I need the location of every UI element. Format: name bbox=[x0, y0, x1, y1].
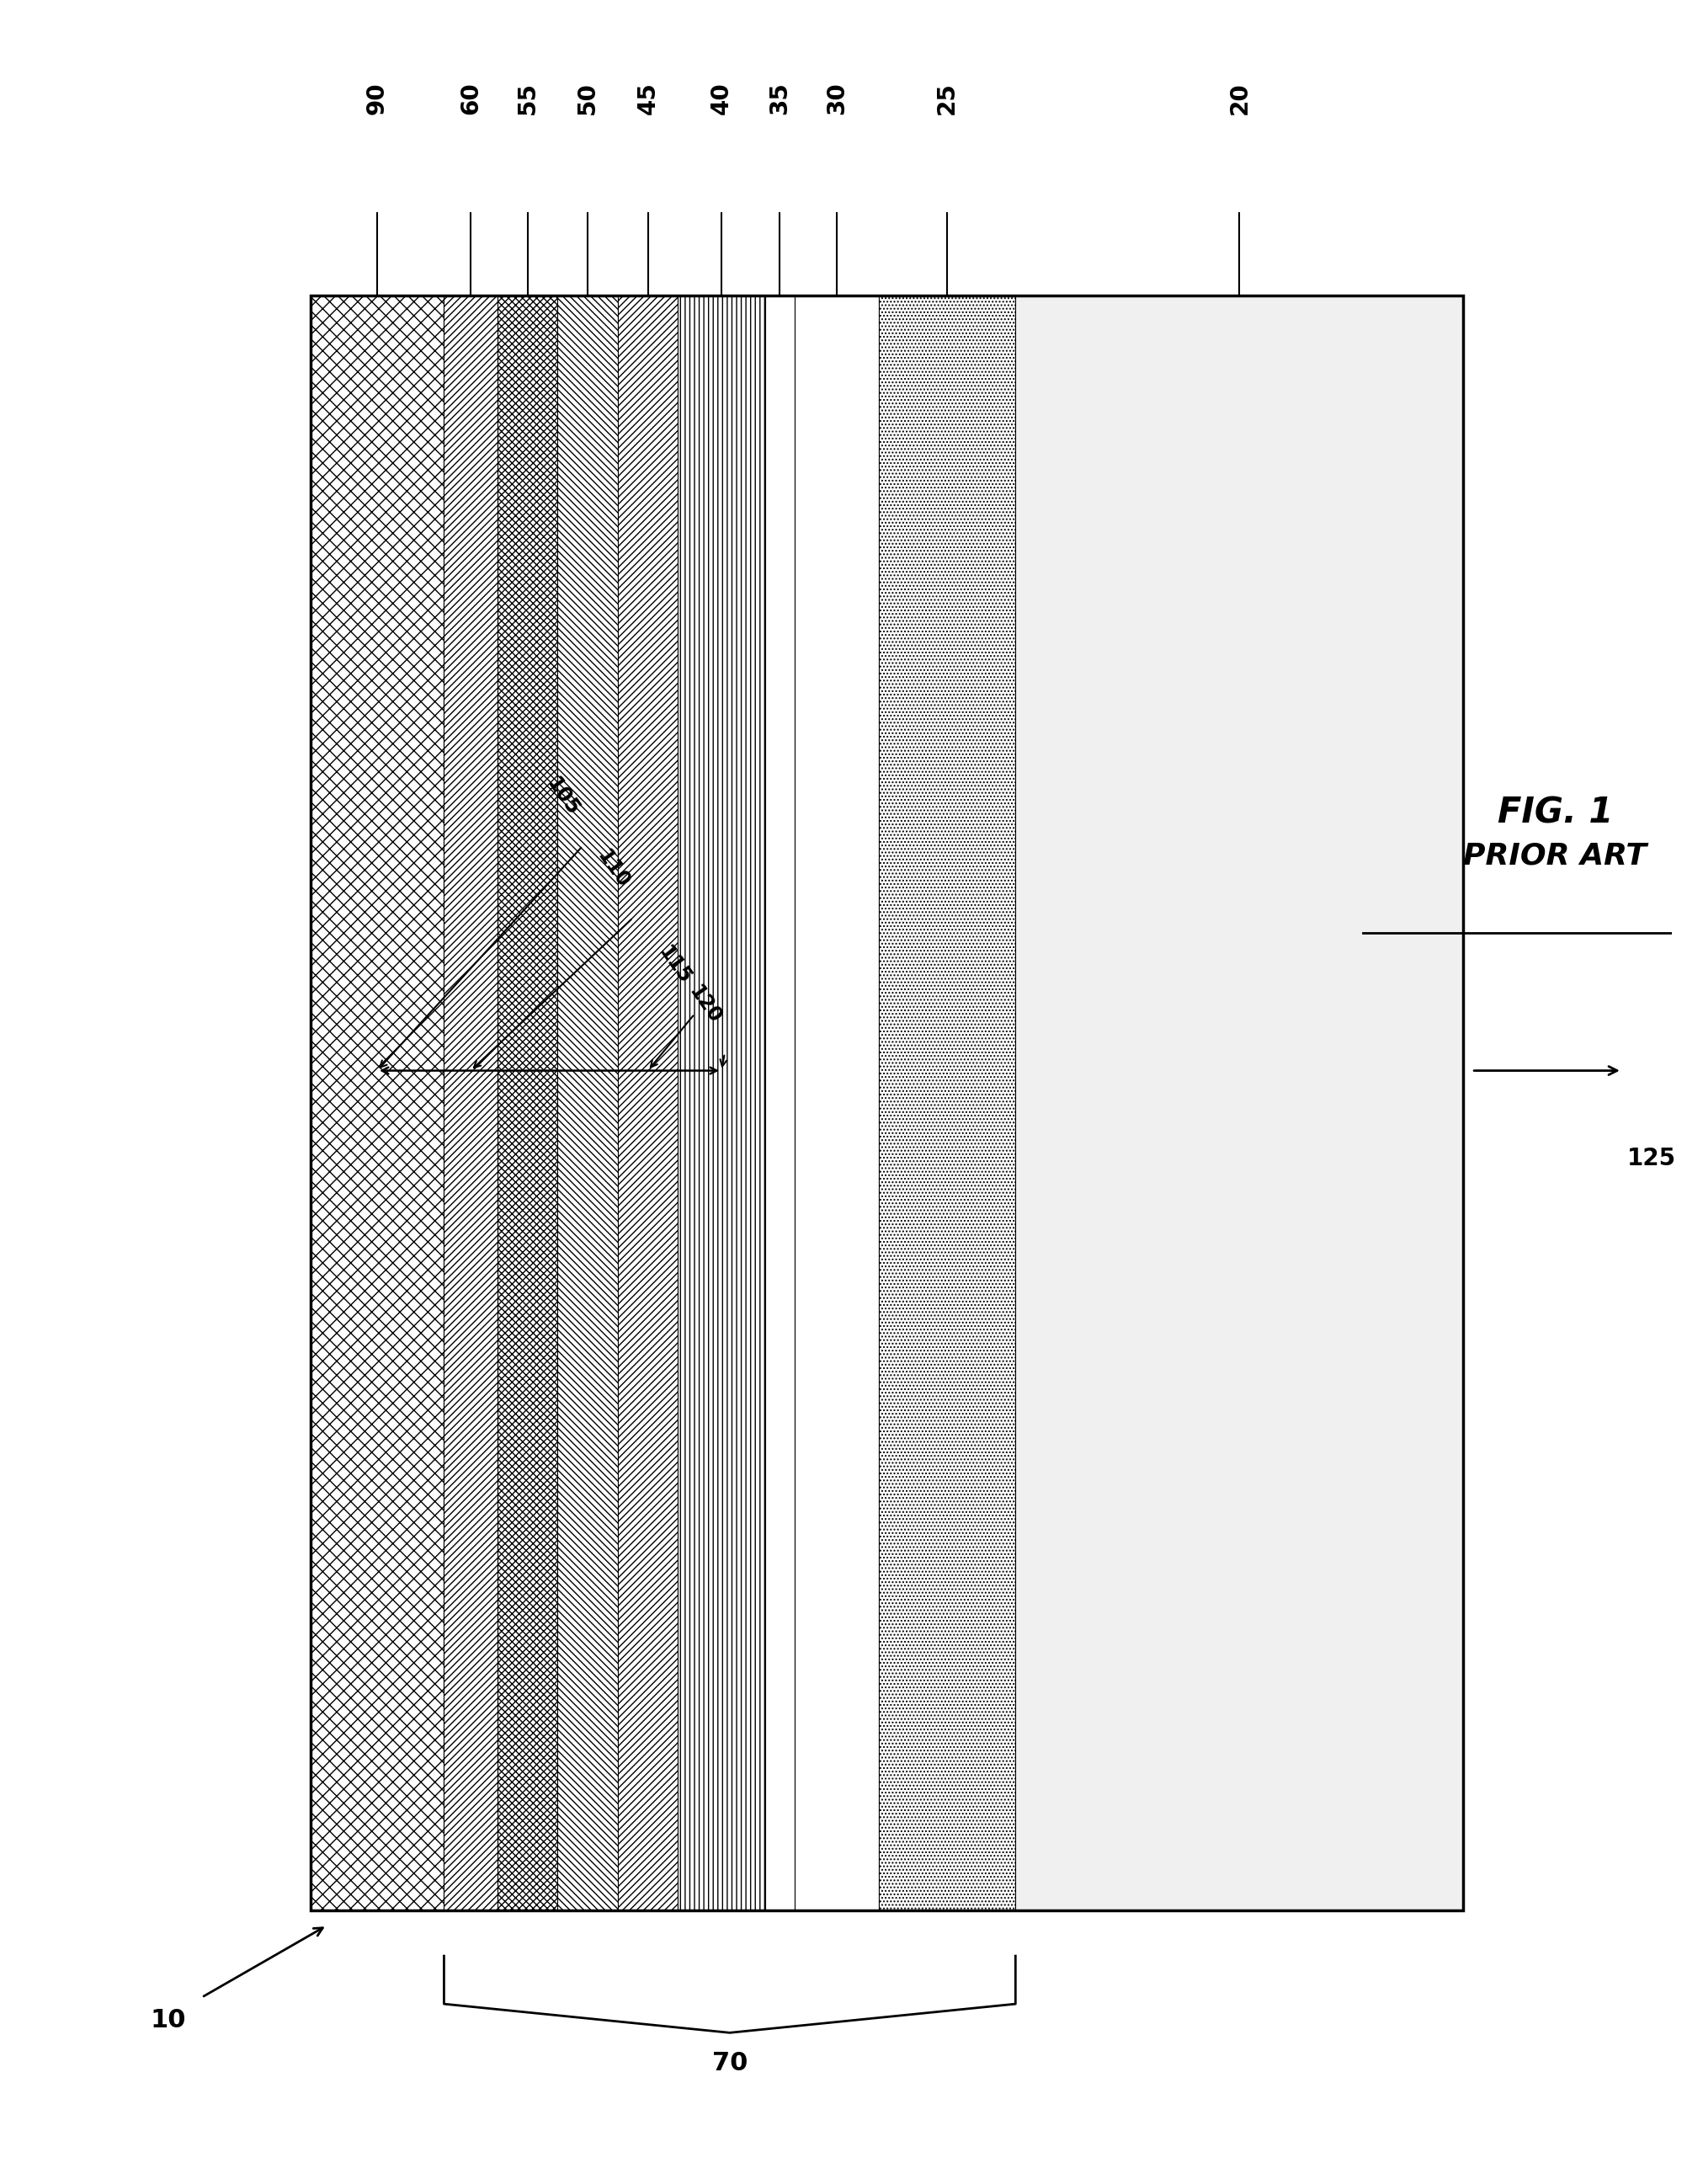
Bar bbox=[1016, 295, 1463, 1911]
Bar bbox=[444, 295, 498, 1911]
Text: 35: 35 bbox=[768, 81, 791, 114]
Text: 115: 115 bbox=[655, 941, 695, 987]
Bar bbox=[795, 295, 879, 1911]
Text: 20: 20 bbox=[1228, 83, 1252, 114]
Bar bbox=[678, 295, 764, 1911]
Bar bbox=[879, 295, 1016, 1911]
Text: 110: 110 bbox=[592, 845, 633, 891]
Bar bbox=[310, 295, 1463, 1911]
Text: 10: 10 bbox=[150, 2009, 186, 2033]
Text: 125: 125 bbox=[1626, 1147, 1675, 1171]
Bar bbox=[310, 295, 444, 1911]
Text: 60: 60 bbox=[459, 83, 482, 114]
Text: 70: 70 bbox=[712, 2051, 747, 2075]
Text: 25: 25 bbox=[935, 81, 958, 114]
Text: 50: 50 bbox=[575, 81, 599, 114]
Text: 45: 45 bbox=[636, 81, 660, 114]
Bar bbox=[558, 295, 617, 1911]
Text: FIG. 1: FIG. 1 bbox=[1498, 795, 1613, 830]
Bar bbox=[617, 295, 678, 1911]
Text: 105: 105 bbox=[543, 773, 582, 819]
Text: 55: 55 bbox=[516, 81, 540, 114]
Text: 90: 90 bbox=[366, 83, 390, 114]
Text: 120: 120 bbox=[685, 981, 725, 1026]
Text: 30: 30 bbox=[825, 83, 849, 114]
Text: PRIOR ART: PRIOR ART bbox=[1463, 841, 1647, 869]
Text: 40: 40 bbox=[710, 83, 734, 114]
Bar bbox=[764, 295, 795, 1911]
Bar bbox=[498, 295, 558, 1911]
